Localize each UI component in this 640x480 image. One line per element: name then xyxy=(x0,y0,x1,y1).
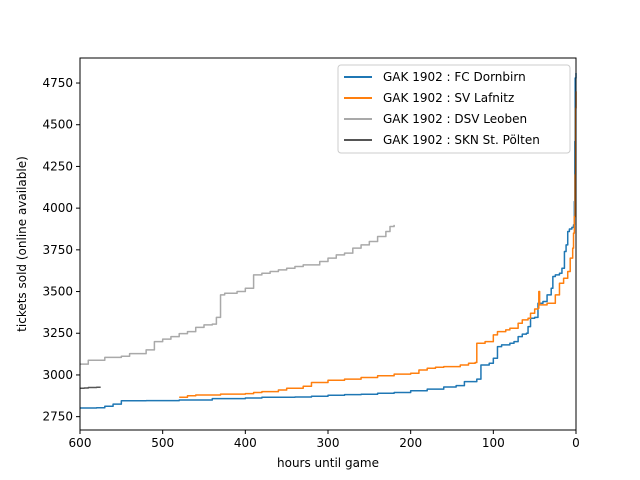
x-tick-label: 200 xyxy=(399,436,422,450)
legend-label-4: GAK 1902 : SKN St. Pölten xyxy=(383,133,540,147)
y-tick-label: 4500 xyxy=(42,118,73,132)
series-layer xyxy=(80,73,577,409)
series-line-3 xyxy=(80,224,395,365)
legend-label-2: GAK 1902 : SV Lafnitz xyxy=(383,91,514,105)
legend-label-3: GAK 1902 : DSV Leoben xyxy=(383,112,527,126)
legend-label-1: GAK 1902 : FC Dornbirn xyxy=(383,70,526,84)
y-tick-label: 3500 xyxy=(42,285,73,299)
legend-box xyxy=(337,64,571,154)
x-axis-label: hours until game xyxy=(277,456,379,470)
y-tick-label: 3750 xyxy=(42,243,73,257)
legend: GAK 1902 : FC Dornbirn GAK 1902 : SV Lafn… xyxy=(337,64,571,154)
y-tick-label: 3250 xyxy=(42,326,73,340)
y-tick-label: 4250 xyxy=(42,159,73,173)
plot-frame xyxy=(79,57,577,431)
y-tick-label: 4750 xyxy=(42,76,73,90)
series-line-1 xyxy=(80,73,577,409)
y-tick-label: 4000 xyxy=(42,201,73,215)
series-line-4 xyxy=(80,386,101,390)
x-tick-label: 100 xyxy=(482,436,505,450)
y-tick-label: 3000 xyxy=(42,368,73,382)
x-tick-label: 500 xyxy=(151,436,174,450)
tick-layer: 600 500 400 300 200 100 0 2750 3000 3250 3500 3750 4… xyxy=(42,76,579,450)
x-tick-label: 600 xyxy=(69,436,92,450)
x-tick-label: 300 xyxy=(317,436,340,450)
x-tick-label: 400 xyxy=(234,436,257,450)
series-line-2 xyxy=(179,91,577,399)
y-tick-label: 2750 xyxy=(42,410,73,424)
x-tick-label: 0 xyxy=(572,436,580,450)
y-axis-label: tickets sold (online available) xyxy=(15,156,29,332)
